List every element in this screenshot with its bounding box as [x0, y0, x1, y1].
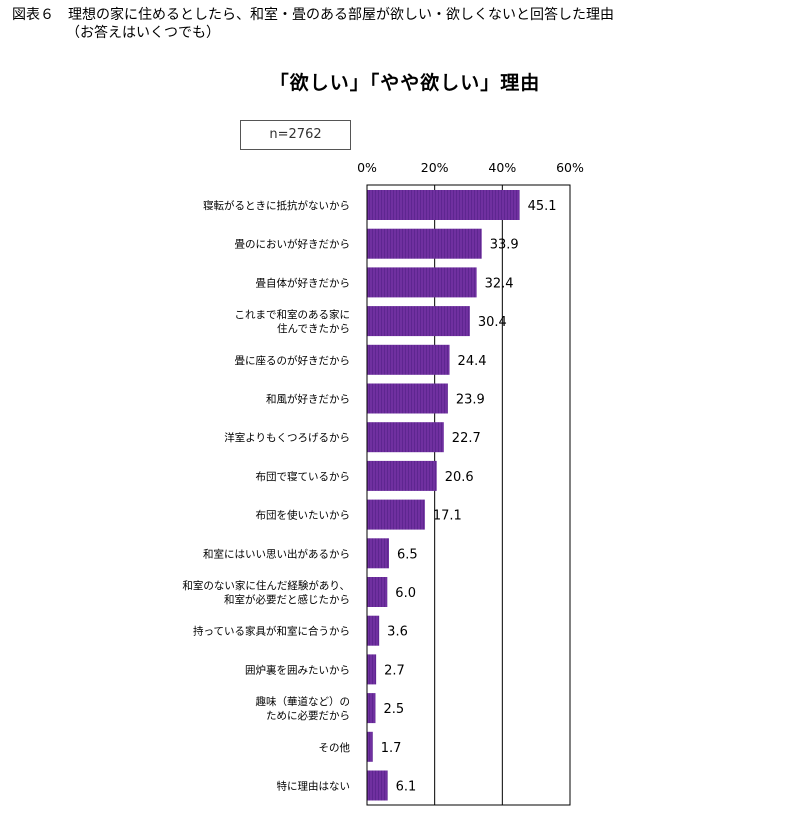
category-label: 和室にはいい思い出があるから — [203, 547, 350, 560]
category-label: 和風が好きだから — [266, 393, 350, 406]
bar — [367, 460, 437, 491]
bar — [367, 499, 425, 530]
value-label: 32.4 — [485, 276, 514, 291]
bar — [367, 344, 450, 375]
value-labels: 45.1 33.9 32.4 30.4 24.4 23.9 22.7 20.6 17.1 6.5 6… — [381, 199, 557, 795]
bar — [367, 383, 448, 414]
value-label: 2.5 — [383, 702, 404, 717]
bar — [367, 538, 389, 569]
sample-size-box: n=2762 — [240, 120, 351, 150]
category-label: 持っている家具が和室に合うから — [193, 625, 350, 638]
value-label: 33.9 — [490, 238, 519, 253]
category-label: 布団で寝ているから — [256, 470, 351, 483]
x-tick-label: 40% — [488, 160, 516, 175]
value-label: 3.6 — [387, 625, 408, 640]
value-label: 30.4 — [478, 315, 507, 330]
value-label: 2.7 — [384, 663, 405, 678]
bar — [367, 770, 388, 801]
figure-subtitle: （お答えはいくつでも） — [66, 25, 220, 41]
value-label: 23.9 — [456, 393, 485, 408]
value-label: 45.1 — [528, 199, 557, 214]
x-tick-label: 20% — [421, 160, 449, 175]
value-label: 1.7 — [381, 741, 402, 756]
bar — [367, 615, 380, 646]
figure-title-main: 図表６ 理想の家に住めるとしたら、和室・畳のある部屋が欲しい・欲しくないと回答し… — [12, 7, 614, 23]
category-label: 和室のない家に住んだ経験があり、和室が必要だと感じたから — [182, 579, 350, 606]
bar — [367, 306, 470, 337]
category-label: 畳に座るのが好きだから — [235, 354, 351, 367]
value-label: 20.6 — [445, 470, 474, 485]
bar — [367, 693, 376, 724]
category-label: 畳自体が好きだから — [256, 276, 351, 289]
value-label: 6.5 — [397, 547, 418, 562]
figure-title: 図表６ 理想の家に住めるとしたら、和室・畳のある部屋が欲しい・欲しくないと回答し… — [12, 6, 614, 42]
category-label: これまで和室のある家に住んできたから — [235, 308, 351, 335]
category-label: 畳のにおいが好きだから — [235, 238, 351, 251]
value-label: 17.1 — [433, 509, 462, 524]
x-axis-tick-labels: 0% 20% 40% 60% — [357, 160, 584, 175]
category-labels: 寝転がるときに抵抗がないから畳のにおいが好きだから畳自体が好きだからこれまで和室… — [182, 199, 350, 793]
bar — [367, 422, 444, 453]
category-label: 趣味（華道など）のために必要だから — [256, 695, 351, 722]
bar — [367, 654, 377, 685]
value-label: 6.0 — [395, 586, 416, 601]
bar — [367, 190, 520, 220]
category-label: その他 — [319, 741, 351, 754]
value-label: 24.4 — [458, 354, 487, 369]
category-label: 特に理由はない — [277, 780, 351, 793]
bar — [367, 731, 373, 762]
category-label: 寝転がるときに抵抗がないから — [203, 199, 350, 212]
category-label: 囲炉裏を囲みたいから — [245, 663, 350, 676]
x-tick-label: 0% — [357, 160, 377, 175]
bars — [367, 190, 520, 801]
value-label: 22.7 — [452, 431, 481, 446]
x-tick-label: 60% — [556, 160, 584, 175]
category-label: 布団を使いたいから — [256, 509, 351, 522]
value-label: 6.1 — [396, 780, 417, 795]
chart-title: 「欲しい」「やや欲しい」理由 — [269, 72, 541, 94]
bar — [367, 267, 477, 298]
bar — [367, 228, 482, 259]
bar — [367, 577, 388, 607]
plot-frame — [366, 184, 571, 806]
category-label: 洋室よりもくつろげるから — [224, 431, 350, 444]
